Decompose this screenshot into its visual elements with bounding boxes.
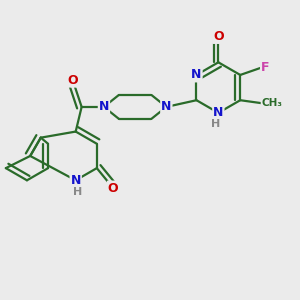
Text: H: H [73,187,82,197]
Text: F: F [261,61,269,74]
Text: N: N [191,68,202,82]
Text: O: O [68,74,78,87]
Text: N: N [213,106,224,119]
Text: N: N [70,174,81,187]
Text: O: O [213,30,224,43]
Text: O: O [108,182,118,194]
Text: CH₃: CH₃ [262,98,283,108]
Text: H: H [212,119,220,129]
Text: N: N [161,100,172,113]
Text: N: N [99,100,109,113]
